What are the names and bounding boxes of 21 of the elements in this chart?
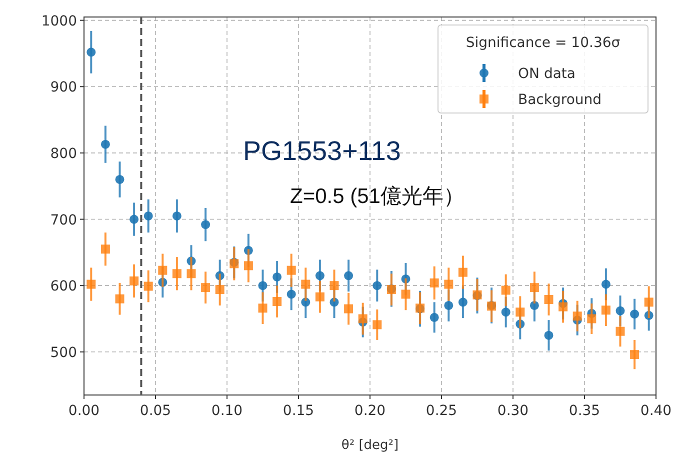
- y-tick-label: 600: [50, 278, 77, 295]
- x-tick-label: 0.20: [354, 403, 386, 419]
- x-tick-label: 0.10: [211, 403, 243, 419]
- x-tick-label: 0.30: [497, 403, 529, 419]
- legend-label: ON data: [518, 66, 576, 82]
- x-tick-label: 0.00: [68, 403, 100, 419]
- y-tick-label: 500: [50, 344, 77, 361]
- x-tick-label: 0.05: [140, 403, 172, 419]
- y-tick-label: 1000: [41, 13, 77, 30]
- y-tick-label: 800: [50, 146, 77, 162]
- annotation: Z=0.5 (51億光年）: [290, 185, 464, 208]
- y-tick-label: 700: [50, 212, 77, 228]
- x-tick-label: 0.40: [640, 403, 672, 419]
- x-tick-label: 0.35: [568, 403, 600, 419]
- annotation: PG1553+113: [243, 136, 401, 166]
- legend-label: Background: [518, 92, 602, 108]
- y-tick-label: 900: [50, 80, 77, 96]
- legend-title: Significance = 10.36σ: [466, 35, 620, 51]
- x-tick-label: 0.15: [282, 403, 314, 419]
- x-tick-label: 0.25: [426, 403, 458, 419]
- x-axis-title: θ² [deg²]: [341, 438, 399, 453]
